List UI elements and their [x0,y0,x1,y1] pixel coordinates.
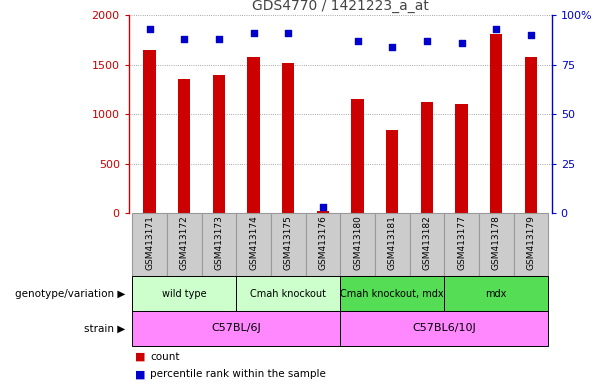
Text: count: count [150,352,180,362]
Text: strain ▶: strain ▶ [85,323,126,333]
Bar [375,213,409,276]
Bar [421,103,433,213]
Text: GSM413178: GSM413178 [492,215,501,270]
Point [352,38,362,44]
Bar [202,213,236,276]
Bar [143,50,156,213]
Text: GSM413179: GSM413179 [527,215,535,270]
Bar [248,57,260,213]
Text: GSM413181: GSM413181 [387,215,397,270]
Text: GSM413180: GSM413180 [353,215,362,270]
Point [179,36,189,42]
Bar [479,213,514,276]
Bar [305,213,340,276]
Text: C57BL/6J: C57BL/6J [211,323,261,333]
Bar [455,104,468,213]
Point [283,30,293,36]
Point [457,40,466,46]
Text: ■: ■ [135,352,145,362]
Text: GSM413175: GSM413175 [284,215,293,270]
Bar [444,276,548,311]
Point [214,36,224,42]
Text: wild type: wild type [162,289,207,299]
Point [422,38,432,44]
Bar [409,213,444,276]
Point [145,26,154,32]
Bar [132,311,340,346]
Point [387,44,397,50]
Bar [282,63,294,213]
Bar [317,211,329,213]
Bar [213,75,225,213]
Text: GSM413173: GSM413173 [215,215,223,270]
Text: genotype/variation ▶: genotype/variation ▶ [15,289,126,299]
Text: GSM413177: GSM413177 [457,215,466,270]
Bar [490,34,502,213]
Text: C57BL6/10J: C57BL6/10J [413,323,476,333]
Point [318,204,328,210]
Bar [132,276,236,311]
Bar [386,130,398,213]
Text: Cmah knockout: Cmah knockout [250,289,326,299]
Text: GSM413174: GSM413174 [249,215,258,270]
Bar [178,79,190,213]
Bar [271,213,305,276]
Text: Cmah knockout, mdx: Cmah knockout, mdx [340,289,444,299]
Bar [167,213,202,276]
Bar [340,311,548,346]
Point [492,26,501,32]
Bar [236,276,340,311]
Text: GSM413182: GSM413182 [422,215,432,270]
Text: GSM413176: GSM413176 [318,215,327,270]
Text: GSM413172: GSM413172 [180,215,189,270]
Text: percentile rank within the sample: percentile rank within the sample [150,369,326,379]
Point [249,30,259,36]
Point [526,32,536,38]
Bar [340,276,444,311]
Text: GSM413171: GSM413171 [145,215,154,270]
Bar [525,57,537,213]
Text: ■: ■ [135,369,145,379]
Bar [236,213,271,276]
Bar [132,213,167,276]
Bar [514,213,548,276]
Text: mdx: mdx [485,289,507,299]
Title: GDS4770 / 1421223_a_at: GDS4770 / 1421223_a_at [252,0,428,13]
Bar [351,99,364,213]
Bar [444,213,479,276]
Bar [340,213,375,276]
